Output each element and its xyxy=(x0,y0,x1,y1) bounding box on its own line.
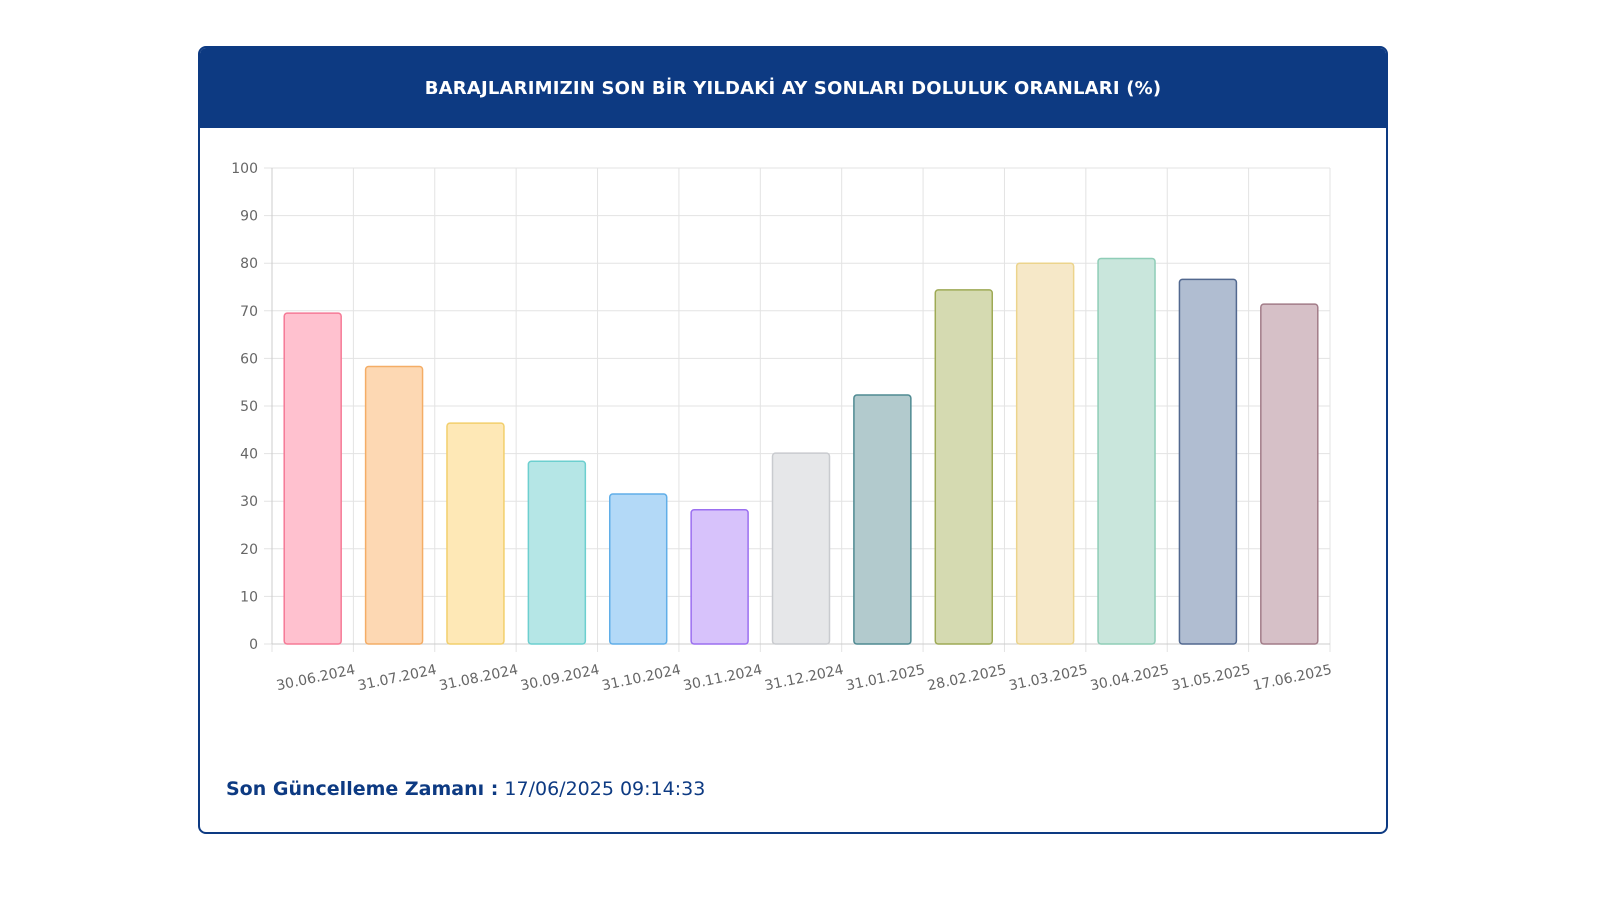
bar-chart: 0 10 20 30 40 50 60 70 80 90 100 30.06.2024 31.07.20… xyxy=(200,128,1386,748)
x-tick-label: 30.11.2024 xyxy=(682,662,764,694)
bar-31.08.2024[interactable] xyxy=(447,423,504,644)
y-tick-label: 0 xyxy=(249,637,258,653)
bar-30.04.2025[interactable] xyxy=(1098,258,1155,644)
x-tick-label: 31.12.2024 xyxy=(763,662,845,694)
y-tick-label: 10 xyxy=(240,589,258,605)
y-tick-label: 30 xyxy=(240,494,258,510)
last-update-label: Son Güncelleme Zamanı : xyxy=(226,778,498,800)
bar-31.03.2025[interactable] xyxy=(1017,263,1074,644)
bar-31.05.2025[interactable] xyxy=(1179,279,1236,644)
bar-17.06.2025[interactable] xyxy=(1261,304,1318,644)
chart-card: BARAJLARIMIZIN SON BİR YILDAKİ AY SONLAR… xyxy=(198,46,1388,834)
bar-30.06.2024[interactable] xyxy=(284,313,341,644)
x-tick-label: 31.08.2024 xyxy=(438,662,520,694)
y-tick-label: 80 xyxy=(240,256,258,272)
bar-28.02.2025[interactable] xyxy=(935,290,992,644)
y-tick-label: 40 xyxy=(240,447,258,463)
x-tick-label: 17.06.2025 xyxy=(1252,662,1334,694)
x-tick-label: 30.04.2025 xyxy=(1089,662,1171,694)
y-tick-label: 100 xyxy=(231,161,258,177)
chart-title: BARAJLARIMIZIN SON BİR YILDAKİ AY SONLAR… xyxy=(200,48,1386,128)
last-update: Son Güncelleme Zamanı : 17/06/2025 09:14… xyxy=(226,778,705,800)
y-tick-label: 70 xyxy=(240,304,258,320)
x-tick-label: 31.07.2024 xyxy=(356,662,438,694)
x-tick-label: 30.09.2024 xyxy=(519,662,601,694)
x-tick-label: 31.03.2025 xyxy=(1007,662,1089,694)
bar-31.10.2024[interactable] xyxy=(610,494,667,644)
x-tick-label: 31.05.2025 xyxy=(1170,662,1252,694)
y-tick-label: 20 xyxy=(240,542,258,558)
y-tick-label: 90 xyxy=(240,209,258,225)
bar-30.09.2024[interactable] xyxy=(528,461,585,644)
x-tick-label: 31.10.2024 xyxy=(601,662,683,694)
y-tick-label: 50 xyxy=(240,399,258,415)
x-tick-label: 28.02.2025 xyxy=(926,662,1008,694)
x-tick-label: 30.06.2024 xyxy=(275,662,357,694)
bar-30.11.2024[interactable] xyxy=(691,510,748,644)
x-tick-label: 31.01.2025 xyxy=(845,662,927,694)
bar-31.12.2024[interactable] xyxy=(773,453,830,644)
bar-31.07.2024[interactable] xyxy=(366,366,423,644)
chart-area: 0 10 20 30 40 50 60 70 80 90 100 30.06.2024 31.07.20… xyxy=(200,128,1386,748)
bar-31.01.2025[interactable] xyxy=(854,395,911,644)
y-tick-label: 60 xyxy=(240,351,258,367)
last-update-value: 17/06/2025 09:14:33 xyxy=(504,778,705,800)
